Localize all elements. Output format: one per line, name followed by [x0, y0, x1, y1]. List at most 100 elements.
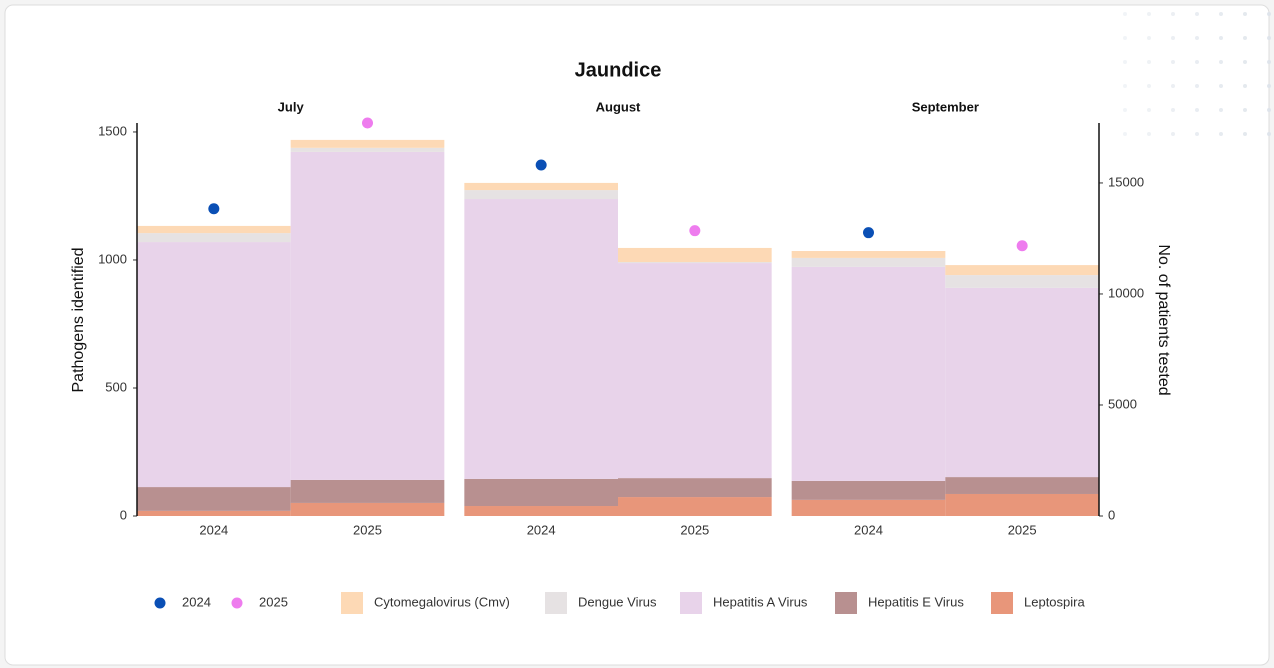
bar-segment — [791, 480, 946, 500]
legend-label: Leptospira — [1024, 594, 1085, 609]
legend-swatch — [680, 592, 702, 614]
deco-dot — [1195, 84, 1199, 88]
deco-dot — [1147, 36, 1151, 40]
deco-dot — [1171, 60, 1175, 64]
deco-dot — [1195, 132, 1199, 136]
decoration — [1123, 12, 1271, 136]
bar-segment — [290, 151, 445, 480]
bar-segment — [464, 190, 618, 200]
bar-segment — [290, 147, 445, 152]
deco-dot — [1171, 36, 1175, 40]
bar-segment — [791, 266, 946, 481]
bar-segment — [945, 265, 1099, 276]
point — [689, 225, 701, 237]
bar-segment — [618, 497, 772, 516]
bar-segment — [945, 287, 1099, 478]
deco-dot — [1147, 60, 1151, 64]
point — [863, 227, 874, 239]
deco-dot — [1195, 108, 1199, 112]
deco-dot — [1243, 132, 1247, 136]
bar-segment — [137, 242, 291, 488]
legend-label: Dengue Virus — [578, 594, 657, 609]
deco-dot — [1171, 108, 1175, 112]
deco-dot — [1243, 36, 1247, 40]
y-tick-label: 0 — [120, 507, 127, 522]
bar-segment — [137, 225, 291, 234]
deco-dot — [1123, 132, 1127, 136]
bar-segment — [618, 262, 772, 264]
deco-dot — [1123, 12, 1127, 16]
y-tick-label: 1500 — [98, 123, 127, 138]
point — [362, 117, 373, 129]
deco-dot — [1219, 132, 1223, 136]
x-tick-label: 2024 — [854, 522, 883, 537]
legend-swatch — [991, 592, 1013, 614]
deco-dot — [1219, 108, 1223, 112]
legend-label: 2025 — [259, 594, 288, 609]
deco-dot — [1267, 132, 1271, 136]
bar-segment — [290, 139, 445, 148]
legend-label: Hepatitis E Virus — [868, 594, 964, 609]
bar-segment — [290, 479, 445, 503]
deco-dot — [1147, 84, 1151, 88]
point — [535, 159, 547, 171]
y-tick-label: 500 — [105, 379, 127, 394]
deco-dot — [1219, 12, 1223, 16]
deco-dot — [1219, 60, 1223, 64]
deco-dot — [1267, 84, 1271, 88]
deco-dot — [1147, 132, 1151, 136]
bar-segment — [618, 263, 772, 479]
bar-segment — [945, 493, 1099, 516]
deco-dot — [1171, 12, 1175, 16]
facet-label: September — [912, 99, 979, 114]
deco-dot — [1147, 12, 1151, 16]
bar-segment — [945, 275, 1099, 288]
bar-segment — [137, 510, 291, 516]
y-tick-label: 1000 — [98, 251, 127, 266]
bar-segment — [618, 247, 772, 263]
legend-dot — [231, 597, 243, 609]
chart-title: Jaundice — [575, 59, 662, 81]
bar-segment — [464, 199, 618, 479]
bar-segment — [791, 251, 946, 258]
deco-dot — [1267, 108, 1271, 112]
deco-dot — [1147, 108, 1151, 112]
deco-dot — [1123, 108, 1127, 112]
bar-segment — [618, 478, 772, 498]
bar-segment — [290, 502, 445, 516]
deco-dot — [1243, 108, 1247, 112]
bar-segment — [464, 182, 618, 191]
bar-segment — [791, 499, 946, 516]
legend-label: Hepatitis A Virus — [713, 594, 808, 609]
legend-swatch — [341, 592, 363, 614]
deco-dot — [1219, 36, 1223, 40]
deco-dot — [1243, 84, 1247, 88]
y2-tick-label: 15000 — [1108, 174, 1144, 189]
bar-segment — [791, 257, 946, 267]
x-tick-label: 2024 — [527, 522, 556, 537]
facet-label: July — [278, 99, 305, 114]
deco-dot — [1219, 84, 1223, 88]
bar-segment — [137, 487, 291, 511]
y2-tick-label: 0 — [1108, 507, 1115, 522]
deco-dot — [1195, 60, 1199, 64]
legend-dot — [154, 597, 166, 609]
deco-dot — [1195, 36, 1199, 40]
y2-axis-title: No. of patients tested — [1155, 244, 1172, 395]
bar-segment — [945, 477, 1099, 494]
x-tick-label: 2025 — [353, 522, 382, 537]
deco-dot — [1171, 132, 1175, 136]
deco-dot — [1267, 36, 1271, 40]
legend-label: 2024 — [182, 594, 211, 609]
point — [1016, 240, 1028, 252]
deco-dot — [1267, 60, 1271, 64]
deco-dot — [1171, 84, 1175, 88]
bar-segment — [137, 233, 291, 243]
deco-dot — [1243, 12, 1247, 16]
x-tick-label: 2025 — [1008, 522, 1037, 537]
y2-tick-label: 5000 — [1108, 396, 1137, 411]
facet-label: August — [596, 99, 641, 114]
y2-tick-label: 10000 — [1108, 285, 1144, 300]
deco-dot — [1123, 36, 1127, 40]
